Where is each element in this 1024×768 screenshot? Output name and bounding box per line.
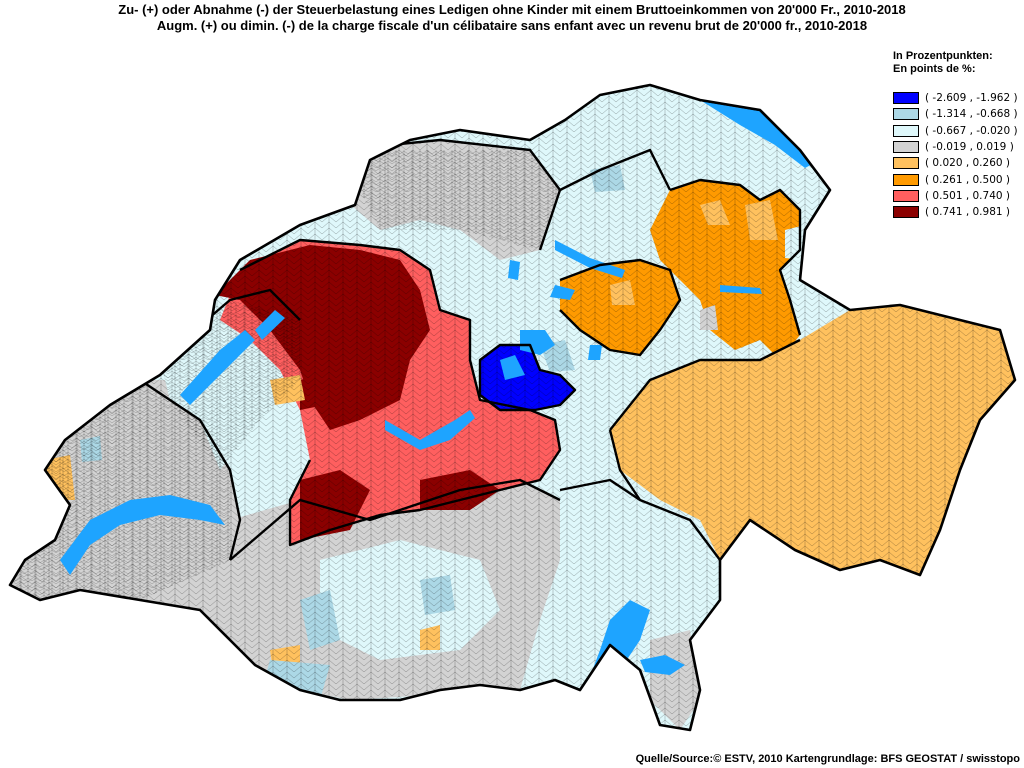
legend-label: ( 0.501 , 0.740 ) <box>925 189 1010 202</box>
legend-swatch <box>893 206 919 219</box>
legend-label: ( -0.019 , 0.019 ) <box>925 141 1014 154</box>
legend-swatch <box>893 92 919 105</box>
source-credit: Quelle/Source:© ESTV, 2010 Kartengrundla… <box>635 753 1020 765</box>
legend-rows: ( -2.609 , -1.962 ) ( -1.314 , -0.668 ) … <box>893 90 1018 220</box>
legend-swatch <box>893 124 919 137</box>
legend-item: ( -1.314 , -0.668 ) <box>893 106 1018 122</box>
legend-label: ( 0.261 , 0.500 ) <box>925 173 1010 186</box>
legend-label: ( 0.020 , 0.260 ) <box>925 157 1010 170</box>
legend-swatch <box>893 157 919 170</box>
legend-item: ( 0.741 , 0.981 ) <box>893 204 1018 220</box>
lake-thun-brienz <box>385 410 475 450</box>
lake-geneva <box>60 495 225 575</box>
legend-swatch <box>893 108 919 121</box>
lake-walen <box>720 285 762 294</box>
legend-item: ( 0.261 , 0.500 ) <box>893 171 1018 187</box>
legend-swatch <box>893 189 919 202</box>
lake-neuchatel <box>180 330 255 405</box>
legend-title-german: In Prozentpunkten: <box>893 50 993 62</box>
title-german: Zu- (+) oder Abnahme (-) der Steuerbelas… <box>118 2 906 17</box>
legend-label: ( -0.667 , -0.020 ) <box>925 124 1018 137</box>
legend-item: ( -0.667 , -0.020 ) <box>893 123 1018 139</box>
legend-item: ( 0.020 , 0.260 ) <box>893 155 1018 171</box>
legend-item: ( -2.609 , -1.962 ) <box>893 90 1018 106</box>
legend-swatch <box>893 141 919 154</box>
lake-lugano <box>640 655 685 675</box>
lake-zurich <box>555 240 625 278</box>
legend-item: ( 0.501 , 0.740 ) <box>893 188 1018 204</box>
lake-lucerne <box>520 330 555 355</box>
legend-swatch <box>893 173 919 186</box>
legend-label: ( -1.314 , -0.668 ) <box>925 108 1018 121</box>
legend: In Prozentpunkten: En points de %: ( -2.… <box>893 50 1018 220</box>
switzerland-map <box>8 83 1017 732</box>
legend-item: ( -0.019 , 0.019 ) <box>893 139 1018 155</box>
title-french: Augm. (+) ou dimin. (-) de la charge fis… <box>156 18 868 33</box>
canton-borders <box>59 98 831 561</box>
legend-label: ( -2.609 , -1.962 ) <box>925 92 1018 105</box>
legend-label: ( 0.741 , 0.981 ) <box>925 206 1010 219</box>
legend-title-french: En points de %: <box>893 63 976 75</box>
